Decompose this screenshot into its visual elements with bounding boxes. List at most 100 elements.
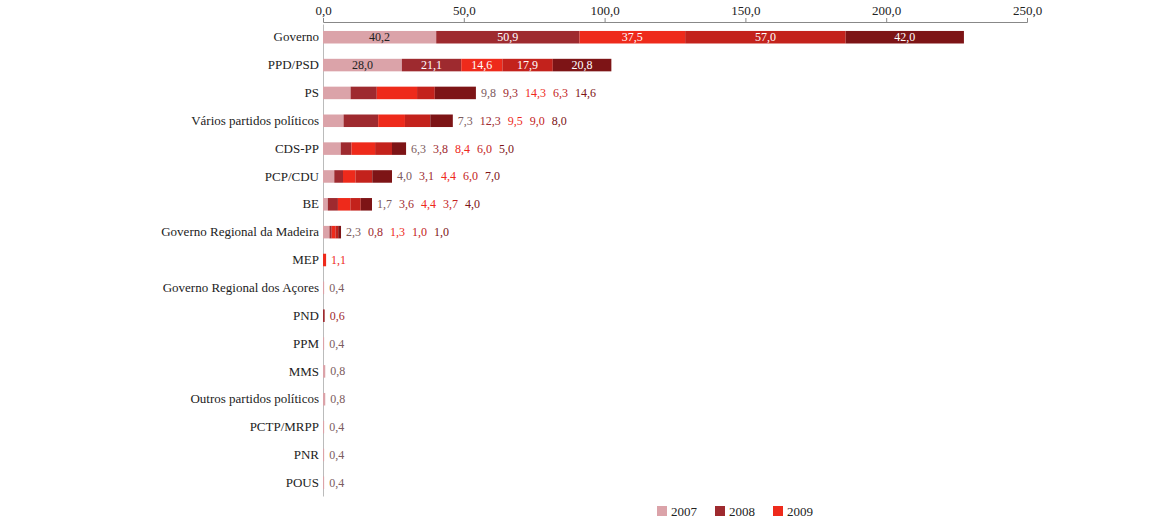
bar: [846, 31, 964, 44]
legend-swatch: [773, 506, 783, 516]
data-label: 0,4: [329, 476, 344, 490]
bar: [436, 31, 579, 44]
data-label: 4,4: [421, 197, 436, 211]
bar: [402, 59, 461, 72]
bar: [338, 226, 341, 239]
data-label: 8,4: [455, 142, 470, 156]
data-label: 3,6: [399, 197, 414, 211]
data-label: 0,8: [330, 364, 345, 378]
bar: [332, 226, 336, 239]
y-tick: Outros partidos políticos: [190, 391, 319, 406]
x-tick-label: 200,0: [872, 3, 901, 18]
data-label: 17,9: [517, 58, 538, 72]
data-label: 1,7: [377, 197, 392, 211]
bar: [378, 115, 405, 128]
x-tick: 50,0: [453, 3, 476, 22]
bar: [328, 198, 338, 211]
bar: [685, 31, 846, 44]
bar: [329, 226, 331, 239]
data-label: 6,3: [411, 142, 426, 156]
bar: [323, 421, 324, 434]
x-tick-label: 50,0: [453, 3, 476, 18]
bar: [334, 170, 343, 183]
bar: [323, 142, 341, 155]
y-tick: POUS: [286, 475, 319, 490]
bar: [323, 226, 329, 239]
x-tick-label: 100,0: [590, 3, 619, 18]
bar: [392, 142, 406, 155]
bar: [372, 170, 392, 183]
data-labels: 40,250,937,557,042,028,021,114,617,920,8…: [329, 30, 915, 490]
data-label: 0,6: [330, 309, 345, 323]
y-tick: BE: [302, 196, 319, 211]
bar: [323, 282, 324, 295]
bar: [553, 59, 612, 72]
data-label: 4,4: [441, 169, 456, 183]
bar: [323, 170, 334, 183]
bar: [335, 226, 338, 239]
y-tick-label: PNR: [294, 447, 320, 462]
y-tick-label: PCP/CDU: [265, 169, 320, 184]
y-tick-label: BE: [302, 196, 319, 211]
data-label: 3,7: [443, 197, 458, 211]
y-tick: MMS: [289, 364, 319, 379]
y-tick: Vários partidos políticos: [191, 113, 319, 128]
y-tick: PCP/CDU: [265, 169, 320, 184]
data-label: 4,0: [397, 169, 412, 183]
legend-swatch: [657, 506, 667, 516]
legend-label: 2009: [787, 504, 813, 519]
data-label: 57,0: [755, 30, 776, 44]
bar: [580, 31, 686, 44]
data-label: 50,9: [497, 30, 518, 44]
data-label: 40,2: [369, 30, 390, 44]
data-label: 7,3: [458, 114, 473, 128]
data-label: 28,0: [352, 58, 373, 72]
bar: [405, 115, 430, 128]
data-label: 5,0: [499, 142, 514, 156]
y-tick-label: Vários partidos políticos: [191, 113, 319, 128]
chart: 0,0 50,0 100,0 150,0 200,0 250,0 Governo PPD/PS…: [0, 0, 1157, 523]
y-tick-label: MEP: [292, 252, 319, 267]
data-label: 9,5: [508, 114, 523, 128]
y-tick-label: MMS: [289, 364, 319, 379]
legend-entry: 2008: [715, 504, 755, 519]
legend-entry: 2009: [773, 504, 813, 519]
y-tick-label: CDS-PP: [275, 141, 319, 156]
x-tick: 250,0: [1013, 3, 1042, 22]
x-axis-line: [324, 18, 1028, 23]
bar: [323, 59, 402, 72]
y-tick-label: PPD/PSD: [268, 57, 319, 72]
data-label: 1,3: [390, 225, 405, 239]
bar: [461, 59, 502, 72]
y-tick: PND: [293, 308, 319, 323]
data-label: 42,0: [894, 30, 915, 44]
x-tick: 0,0: [315, 3, 331, 22]
x-tick-label: 0,0: [315, 3, 331, 18]
legend-label: 2008: [729, 504, 755, 519]
data-label: 6,3: [553, 86, 568, 100]
bar: [435, 87, 476, 100]
y-tick-label: PS: [305, 85, 319, 100]
bar: [323, 449, 324, 462]
data-label: 0,4: [329, 281, 344, 295]
data-label: 0,8: [330, 392, 345, 406]
bar: [502, 59, 552, 72]
bar: [351, 142, 375, 155]
data-label: 4,0: [465, 197, 480, 211]
y-tick: PCTP/MRPP: [250, 419, 319, 434]
bar: [344, 115, 379, 128]
data-label: 7,0: [485, 169, 500, 183]
bar: [323, 309, 325, 322]
bar: [323, 337, 324, 350]
bar: [323, 31, 436, 44]
x-tick: 200,0: [872, 3, 901, 22]
y-tick-label: PPM: [293, 336, 319, 351]
bar: [323, 115, 344, 128]
x-tick-label: 150,0: [731, 3, 760, 18]
y-tick: PNR: [294, 447, 320, 462]
data-label: 14,3: [525, 86, 546, 100]
data-label: 21,1: [421, 58, 442, 72]
data-label: 8,0: [552, 114, 567, 128]
legend-label: 2007: [671, 504, 698, 519]
y-tick: Governo: [274, 29, 320, 44]
